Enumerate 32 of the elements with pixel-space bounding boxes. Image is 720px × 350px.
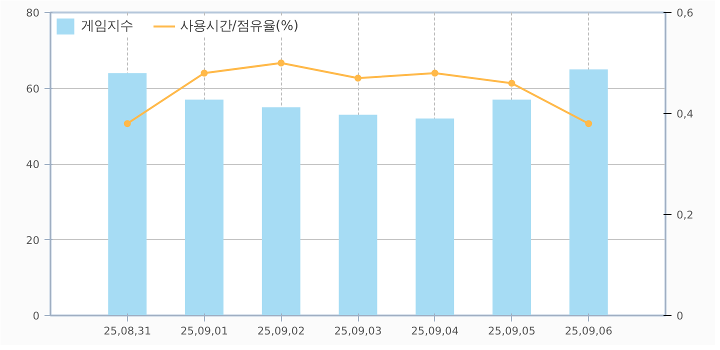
point [354, 74, 362, 82]
point [508, 80, 516, 87]
legend-label: 게임지수 [81, 18, 133, 35]
point [278, 60, 285, 66]
bar [338, 114, 378, 316]
y2-tick-label: 0,2 [676, 208, 694, 222]
x-tick-label: 25,09,02 [257, 324, 305, 338]
bar [185, 100, 224, 316]
point [431, 70, 438, 77]
point [124, 120, 131, 128]
y-tick-label: 40 [26, 158, 40, 171]
y2-tick-label: 0 [676, 310, 684, 322]
y-tick-label: 80 [26, 6, 40, 20]
legend-label: 사용시간/점유율(%) [180, 18, 299, 35]
y-tick-label: 20 [26, 234, 40, 247]
y2-tick-label: 0,4 [676, 108, 694, 120]
x-tick-label: 25,09,05 [488, 324, 536, 338]
point [200, 70, 208, 77]
bar [416, 118, 454, 316]
x-tick-label: 25,09,06 [564, 324, 613, 338]
y2-tick-label: 0,6 [676, 6, 694, 20]
bar [108, 73, 147, 316]
bar [492, 100, 531, 316]
x-tick-label: 25,09,01 [180, 324, 228, 338]
bar [569, 69, 608, 316]
point [585, 120, 592, 128]
x-tick-label: 25,08,31 [104, 324, 152, 338]
y-tick-label: 60 [26, 82, 40, 96]
y-tick-label: 0 [32, 310, 40, 322]
x-tick-label: 25,09,04 [411, 324, 459, 338]
x-tick-label: 25,09,03 [334, 324, 382, 338]
bar [262, 107, 300, 316]
